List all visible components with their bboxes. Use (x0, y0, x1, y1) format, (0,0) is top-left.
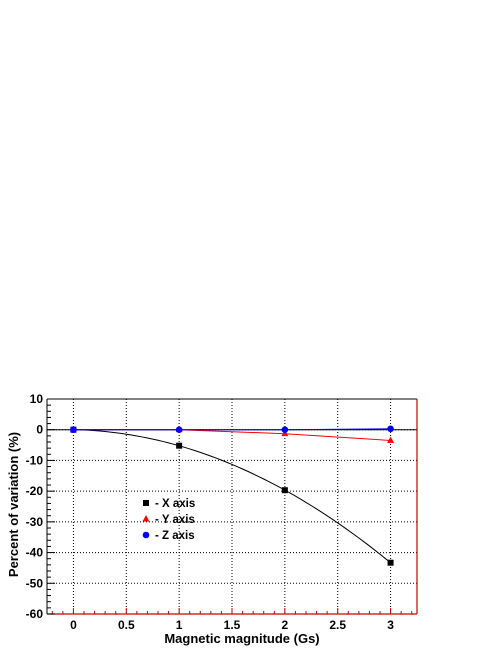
y-tick-label: 0 (36, 423, 43, 437)
x-tick-label: 0 (70, 618, 77, 632)
legend-entry: - X axis (143, 498, 195, 510)
ticks (47, 398, 413, 615)
y-tick-label: -20 (26, 484, 44, 498)
x-tick-label: 0.5 (118, 618, 135, 632)
legend-label: - Z axis (155, 530, 195, 542)
tick-labels: 0 0.5 1 1.5 2 2.5 3 10 0 -10 -20 -30 -40 -50 -60 (26, 392, 395, 632)
x-tick-label: 1 (176, 618, 183, 632)
y-tick-label: -50 (26, 576, 44, 590)
legend-marker (142, 515, 150, 522)
series-group-2 (70, 425, 394, 434)
y-tick-label: -40 (26, 546, 44, 560)
data-point-circle (387, 425, 394, 433)
legend-label: - X axis (155, 498, 195, 510)
data-point-circle (70, 426, 77, 434)
series-line (73, 428, 391, 431)
series-line (73, 429, 391, 564)
data-point-circle (175, 426, 183, 434)
x-axis-title: Magnetic magnitude (Gs) (164, 631, 319, 646)
series-layer (69, 425, 395, 566)
y-tick-label: -10 (26, 453, 44, 467)
y-tick-label: -30 (26, 515, 44, 529)
y-tick-label: 10 (30, 392, 44, 406)
data-point-square (387, 559, 394, 566)
x-tick-label: 2 (282, 618, 289, 632)
data-point-square (281, 487, 288, 494)
legend-entry: - Y axis (142, 514, 195, 526)
plot-frame (46, 398, 418, 615)
data-point-square (176, 442, 183, 449)
y-tick-label: -60 (26, 607, 44, 621)
x-tick-label: 1.5 (224, 618, 241, 632)
y-axis-title: Percent of variation (%) (6, 432, 21, 577)
legend-marker (142, 531, 150, 539)
x-tick-label: 2.5 (329, 618, 346, 632)
legend: - X axis - Y axis - Z axis (142, 498, 195, 542)
legend-entry: - Z axis (142, 530, 195, 542)
data-point-triangle (387, 436, 395, 443)
legend-marker (143, 500, 149, 506)
data-point-circle (281, 426, 289, 434)
x-tick-label: 3 (387, 618, 394, 632)
legend-label: - Y axis (155, 514, 195, 526)
